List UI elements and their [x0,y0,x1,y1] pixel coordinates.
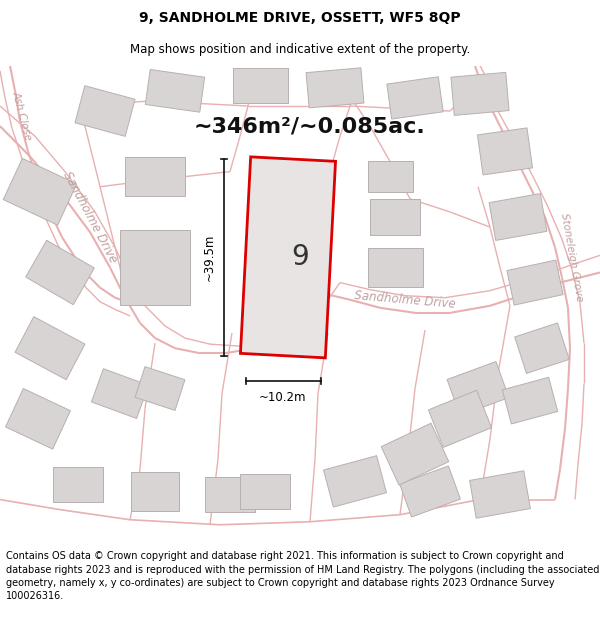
Polygon shape [478,128,533,175]
Text: Map shows position and indicative extent of the property.: Map shows position and indicative extent… [130,42,470,56]
Polygon shape [5,389,70,449]
Polygon shape [400,466,460,517]
Polygon shape [131,472,179,511]
Polygon shape [53,467,103,502]
Polygon shape [507,260,563,305]
Polygon shape [367,248,422,287]
Polygon shape [470,471,530,518]
Polygon shape [125,158,185,196]
Polygon shape [75,86,135,136]
Polygon shape [205,477,255,512]
Polygon shape [489,194,547,241]
Polygon shape [233,68,287,104]
Polygon shape [120,229,190,305]
Polygon shape [15,317,85,380]
Text: 9, SANDHOLME DRIVE, OSSETT, WF5 8QP: 9, SANDHOLME DRIVE, OSSETT, WF5 8QP [139,11,461,26]
Polygon shape [135,367,185,411]
Text: Ash Close: Ash Close [11,91,34,142]
Text: Stoneleigh Grove: Stoneleigh Grove [559,213,585,302]
Text: 9: 9 [291,243,309,271]
Text: ~39.5m: ~39.5m [203,234,216,281]
Polygon shape [502,378,558,424]
Polygon shape [381,423,449,485]
Polygon shape [145,69,205,112]
Polygon shape [91,369,149,419]
Polygon shape [4,158,77,225]
Polygon shape [428,390,491,448]
Polygon shape [367,161,413,192]
Polygon shape [515,323,569,373]
Polygon shape [451,72,509,116]
Text: ~10.2m: ~10.2m [259,391,307,404]
Text: Sandholme Drive: Sandholme Drive [354,289,456,311]
Polygon shape [306,68,364,108]
Text: ~346m²/~0.085ac.: ~346m²/~0.085ac. [194,116,426,136]
Polygon shape [447,361,509,416]
Polygon shape [323,456,386,507]
Polygon shape [370,199,420,234]
Polygon shape [26,240,94,305]
Text: Contains OS data © Crown copyright and database right 2021. This information is : Contains OS data © Crown copyright and d… [6,551,599,601]
Text: Sandholme Drive: Sandholme Drive [61,169,119,265]
Polygon shape [240,474,290,509]
Polygon shape [241,157,335,358]
Polygon shape [387,77,443,119]
